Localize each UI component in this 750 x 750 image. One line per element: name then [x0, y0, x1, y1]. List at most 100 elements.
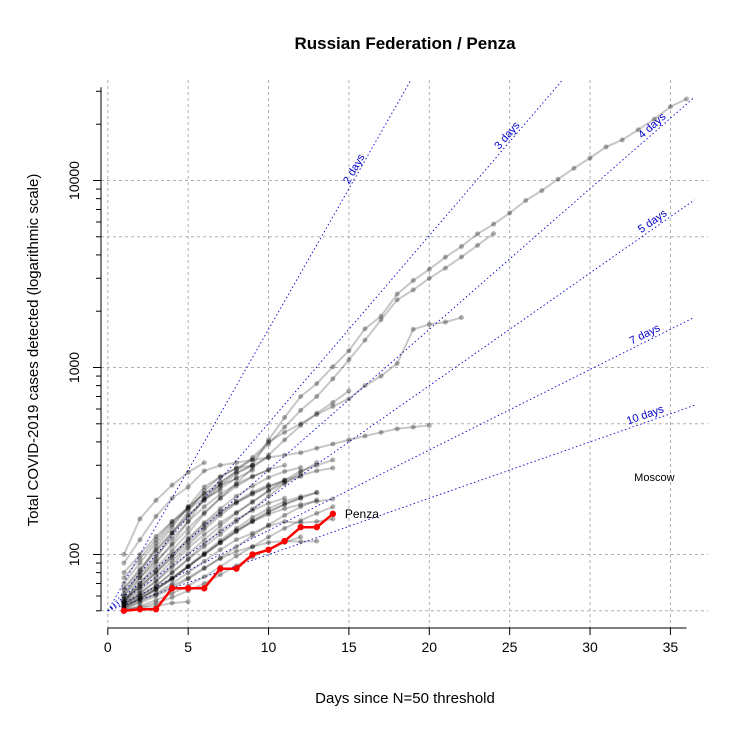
series-point	[201, 574, 207, 580]
series-line	[123, 466, 301, 601]
series-point	[217, 482, 223, 488]
series-point	[249, 491, 255, 497]
series-point	[137, 593, 143, 599]
series-point	[201, 566, 207, 572]
series-point	[217, 506, 223, 512]
series-point	[539, 188, 545, 194]
series-point	[298, 393, 304, 399]
highlight-series-point	[297, 523, 304, 531]
series-point	[201, 511, 207, 517]
series-point	[217, 495, 223, 501]
series-point	[282, 462, 288, 468]
series-point	[217, 510, 223, 516]
series-point	[249, 499, 255, 505]
series-point	[233, 544, 239, 550]
series-point	[121, 580, 127, 586]
series-point	[233, 483, 239, 489]
series-point	[233, 471, 239, 477]
series-point	[217, 528, 223, 534]
series-point	[410, 277, 416, 283]
series-point	[169, 495, 175, 501]
series-point	[233, 528, 239, 534]
series-point	[201, 552, 207, 557]
series-point	[137, 600, 143, 606]
series-point	[217, 547, 223, 553]
series-point	[185, 599, 191, 605]
series-point	[523, 197, 529, 203]
series-point	[266, 493, 272, 499]
series-point	[603, 144, 609, 150]
series-point	[233, 516, 239, 522]
series-point	[137, 599, 143, 605]
series-line	[123, 505, 334, 611]
series-line	[123, 456, 270, 591]
series-point	[635, 127, 641, 133]
series-point	[121, 596, 127, 602]
series-point	[121, 575, 127, 581]
series-point	[137, 580, 143, 586]
series-point	[121, 602, 127, 608]
series-point	[378, 313, 384, 319]
highlight-series	[120, 510, 337, 614]
series-point	[121, 552, 127, 557]
series-point	[249, 467, 255, 473]
series-point	[266, 506, 272, 512]
series-point	[185, 519, 191, 525]
series-point	[217, 482, 223, 488]
series-point	[185, 563, 191, 569]
series-line	[123, 461, 318, 606]
series-point	[249, 462, 255, 468]
series-line	[123, 517, 334, 611]
series-point	[394, 297, 400, 303]
doubling-label: 2 days	[341, 152, 368, 187]
series-point	[217, 480, 223, 486]
series-line	[123, 491, 318, 606]
series-point	[217, 495, 223, 501]
x-tick-label: 35	[663, 639, 679, 655]
series-point	[266, 488, 272, 494]
y-tick-label: 10000	[66, 161, 82, 200]
series-point	[266, 441, 272, 447]
highlight-series-line	[123, 512, 334, 613]
series-point	[330, 399, 336, 405]
series-point	[137, 596, 143, 602]
series-point	[217, 572, 223, 578]
series-point	[137, 590, 143, 596]
series-point	[282, 506, 288, 512]
series-line	[123, 232, 495, 597]
series-point	[137, 552, 143, 557]
series-point	[394, 361, 400, 367]
series-point	[121, 600, 127, 606]
series-point	[249, 517, 255, 523]
series-point	[121, 599, 127, 605]
series-point	[153, 586, 159, 592]
series-point	[121, 570, 127, 576]
label-moscow: Moscow	[634, 472, 674, 484]
series-point	[201, 490, 207, 496]
series-point	[137, 597, 143, 603]
series-labels: Penza Moscow	[345, 472, 675, 521]
series-point	[185, 556, 191, 562]
series-point	[153, 553, 159, 559]
series-point	[217, 520, 223, 526]
series-point	[233, 529, 239, 535]
series-point	[201, 495, 207, 501]
series-point	[394, 426, 400, 432]
background-series	[121, 96, 689, 614]
series-point	[266, 475, 272, 481]
series-point	[458, 243, 464, 249]
series-point	[651, 116, 657, 122]
series-point	[346, 348, 352, 354]
series-point	[298, 472, 304, 478]
series-point	[169, 548, 175, 554]
highlight-series-point	[313, 523, 320, 531]
series-point	[475, 231, 481, 237]
series-point	[185, 484, 191, 490]
series-point	[298, 473, 304, 479]
series-point	[169, 575, 175, 581]
series-point	[169, 558, 175, 564]
series-point	[137, 583, 143, 589]
series-point	[137, 575, 143, 581]
series-point	[282, 525, 288, 531]
series-point	[201, 521, 207, 527]
